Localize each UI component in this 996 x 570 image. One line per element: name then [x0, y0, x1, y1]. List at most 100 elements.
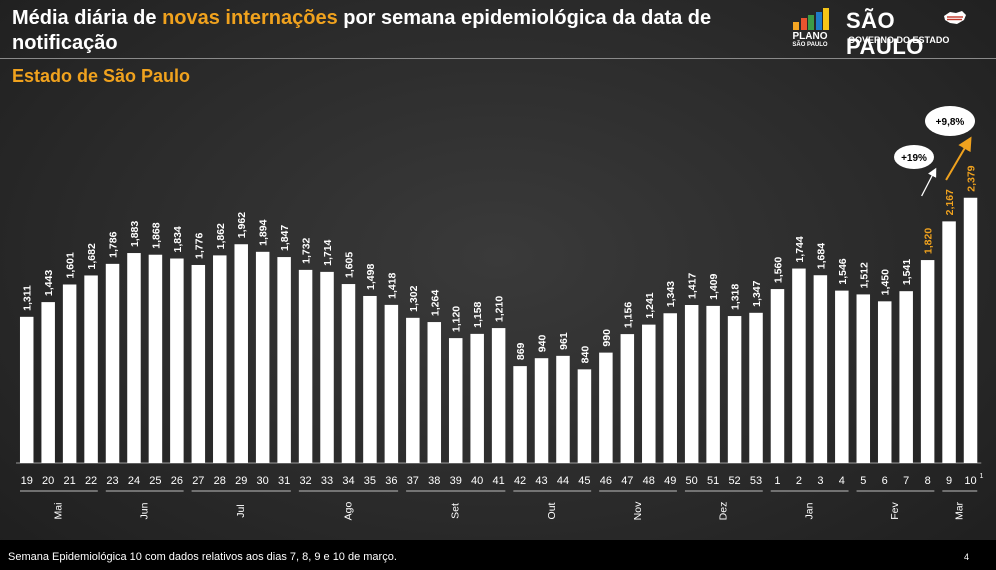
bar — [62, 284, 77, 463]
bar — [513, 366, 527, 463]
plano-logo-line1: PLANO — [792, 31, 828, 42]
bar — [41, 302, 55, 463]
x-tick-label: 49 — [664, 475, 676, 487]
month-label: Out — [546, 502, 558, 519]
bar — [620, 334, 635, 463]
bar — [920, 260, 935, 463]
bar-value-label: 1,868 — [150, 222, 162, 248]
bar-value-label: 1,894 — [258, 219, 270, 245]
x-tick-label: 26 — [171, 475, 183, 487]
bar-value-label: 1,744 — [794, 236, 806, 262]
bar-value-label: 1,786 — [108, 231, 120, 257]
title-part-1: Média diária de — [12, 7, 163, 29]
bar — [191, 264, 206, 463]
bar-value-label: 1,512 — [858, 262, 870, 288]
sp-logo-line2: GOVERNO DO ESTADO — [848, 35, 950, 45]
bar-value-label: 961 — [558, 332, 570, 350]
bar — [835, 290, 849, 463]
bar-value-label: 990 — [601, 329, 613, 347]
bar-value-label: 1,714 — [322, 239, 334, 265]
x-tick-label: 28 — [214, 475, 226, 487]
x-tick-label: 38 — [428, 475, 440, 487]
x-tick-label: 24 — [128, 475, 140, 487]
chart-subtitle: Estado de São Paulo — [12, 66, 191, 86]
bar-value-label: 1,417 — [687, 273, 699, 299]
footer-bar: Semana Epidemiológica 10 com dados relat… — [0, 540, 996, 570]
x-tick-label: 19 — [21, 475, 33, 487]
bar — [234, 244, 248, 463]
bar-value-label: 1,210 — [494, 296, 506, 322]
title-highlight: novas internações — [162, 7, 338, 29]
bar-value-label: 869 — [515, 342, 527, 360]
bar-value-label: 1,883 — [129, 221, 141, 247]
x-tick-label: 32 — [299, 475, 311, 487]
bar — [298, 269, 313, 463]
x-tick-label: 27 — [192, 475, 204, 487]
title-part-2: por semana epidemiológica da data de not… — [12, 7, 712, 54]
sp-map-icon — [944, 11, 966, 24]
x-tick-label: 33 — [321, 475, 333, 487]
bar-value-label: 1,156 — [622, 302, 634, 328]
bar-chart: 1,311191,443201,601211,682221,786231,883… — [16, 106, 982, 521]
bar — [599, 352, 613, 463]
x-tick-label: 8 — [925, 475, 931, 487]
annotation-bubble-9-8 — [925, 106, 975, 136]
bar-value-label: 1,409 — [708, 273, 720, 299]
bar — [170, 258, 184, 463]
growth-arrow-19 — [921, 167, 937, 197]
bar — [148, 254, 163, 463]
bar-value-label: 1,318 — [730, 284, 742, 310]
x-tick-label: 48 — [643, 475, 655, 487]
bar — [127, 253, 141, 463]
bar-value-label: 1,834 — [172, 226, 184, 252]
bar — [642, 324, 656, 463]
x-tick-label: 5 — [860, 475, 866, 487]
bar — [19, 316, 34, 463]
x-tick-label: 37 — [407, 475, 419, 487]
x-tick-label: 50 — [686, 475, 698, 487]
bar-value-label: 1,776 — [193, 233, 205, 259]
plano-logo-bar — [808, 15, 814, 30]
month-label: Jul — [235, 504, 247, 517]
bar-value-label: 1,541 — [901, 259, 913, 285]
x-tick-label: 10 — [964, 475, 976, 487]
bar-value-label: 1,962 — [236, 212, 248, 238]
plano-logo-bar — [815, 12, 822, 30]
x-tick-label: 30 — [257, 475, 269, 487]
bar — [856, 294, 871, 463]
month-label: Dez — [718, 502, 730, 521]
x-tick-label: 39 — [450, 475, 462, 487]
governo-sp-logo: SÃO PAULO GOVERNO DO ESTADO — [846, 8, 970, 59]
bar — [877, 301, 892, 463]
x-tick-label: 3 — [817, 475, 823, 487]
bar — [320, 271, 334, 463]
annotation-bubble-19 — [894, 145, 934, 169]
bar — [363, 295, 377, 463]
x-tick-label: 35 — [364, 475, 376, 487]
plano-sao-paulo-logo: PLANO SÃO PAULO — [787, 8, 833, 52]
bar — [813, 275, 828, 463]
plano-logo-bar — [793, 22, 799, 30]
x-tick-label: 20 — [42, 475, 54, 487]
bar-value-label: 1,601 — [65, 252, 77, 278]
month-label: Fev — [889, 502, 901, 520]
bar — [427, 322, 442, 463]
bar-value-label: 1,443 — [43, 270, 55, 296]
bar-value-label: 1,120 — [451, 306, 463, 332]
bar-value-label: 1,158 — [472, 301, 484, 327]
page-number: 4 — [964, 552, 970, 562]
bar-value-label: 1,498 — [365, 264, 377, 290]
bar — [684, 305, 699, 463]
bar — [556, 355, 570, 463]
bar-value-label: 1,343 — [665, 281, 677, 307]
growth-arrow-9-8 — [945, 136, 972, 181]
x-tick-label: 45 — [578, 475, 590, 487]
bar — [942, 221, 956, 463]
bar-value-label: 940 — [537, 335, 549, 353]
bar — [770, 289, 785, 463]
x-tick-label: 9 — [946, 475, 952, 487]
bar-value-label: 1,605 — [343, 252, 355, 278]
x-tick-label: 1 — [774, 475, 780, 487]
month-label: Mar — [954, 501, 966, 520]
bar — [255, 251, 270, 463]
